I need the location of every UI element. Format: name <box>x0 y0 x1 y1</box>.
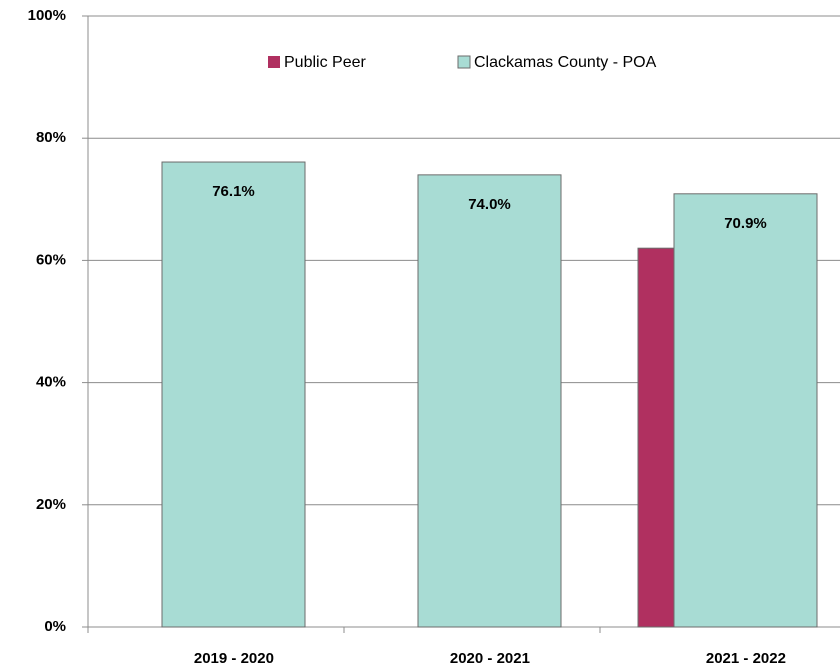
y-tick-label: 40% <box>36 374 66 391</box>
x-tick-label: 2019 - 2020 <box>194 650 274 667</box>
legend-label: Clackamas County - POA <box>474 54 657 71</box>
x-tick-label: 2021 - 2022 <box>706 650 786 667</box>
legend-swatch <box>268 56 280 68</box>
legend-swatch <box>457 55 471 69</box>
y-tick-label: 20% <box>36 496 66 513</box>
bar <box>673 193 818 628</box>
y-tick-label: 80% <box>36 129 66 146</box>
data-label: 76.1% <box>212 183 255 200</box>
x-tick-label: 2020 - 2021 <box>450 650 530 667</box>
y-tick-label: 0% <box>44 618 66 635</box>
data-label: 70.9% <box>724 215 767 232</box>
data-label: 74.0% <box>468 196 511 213</box>
y-tick-label: 60% <box>36 251 66 268</box>
bar <box>417 174 562 628</box>
y-tick-label: 100% <box>28 7 66 24</box>
bar <box>637 247 675 628</box>
legend-label: Public Peer <box>284 54 366 71</box>
bar <box>161 161 306 628</box>
